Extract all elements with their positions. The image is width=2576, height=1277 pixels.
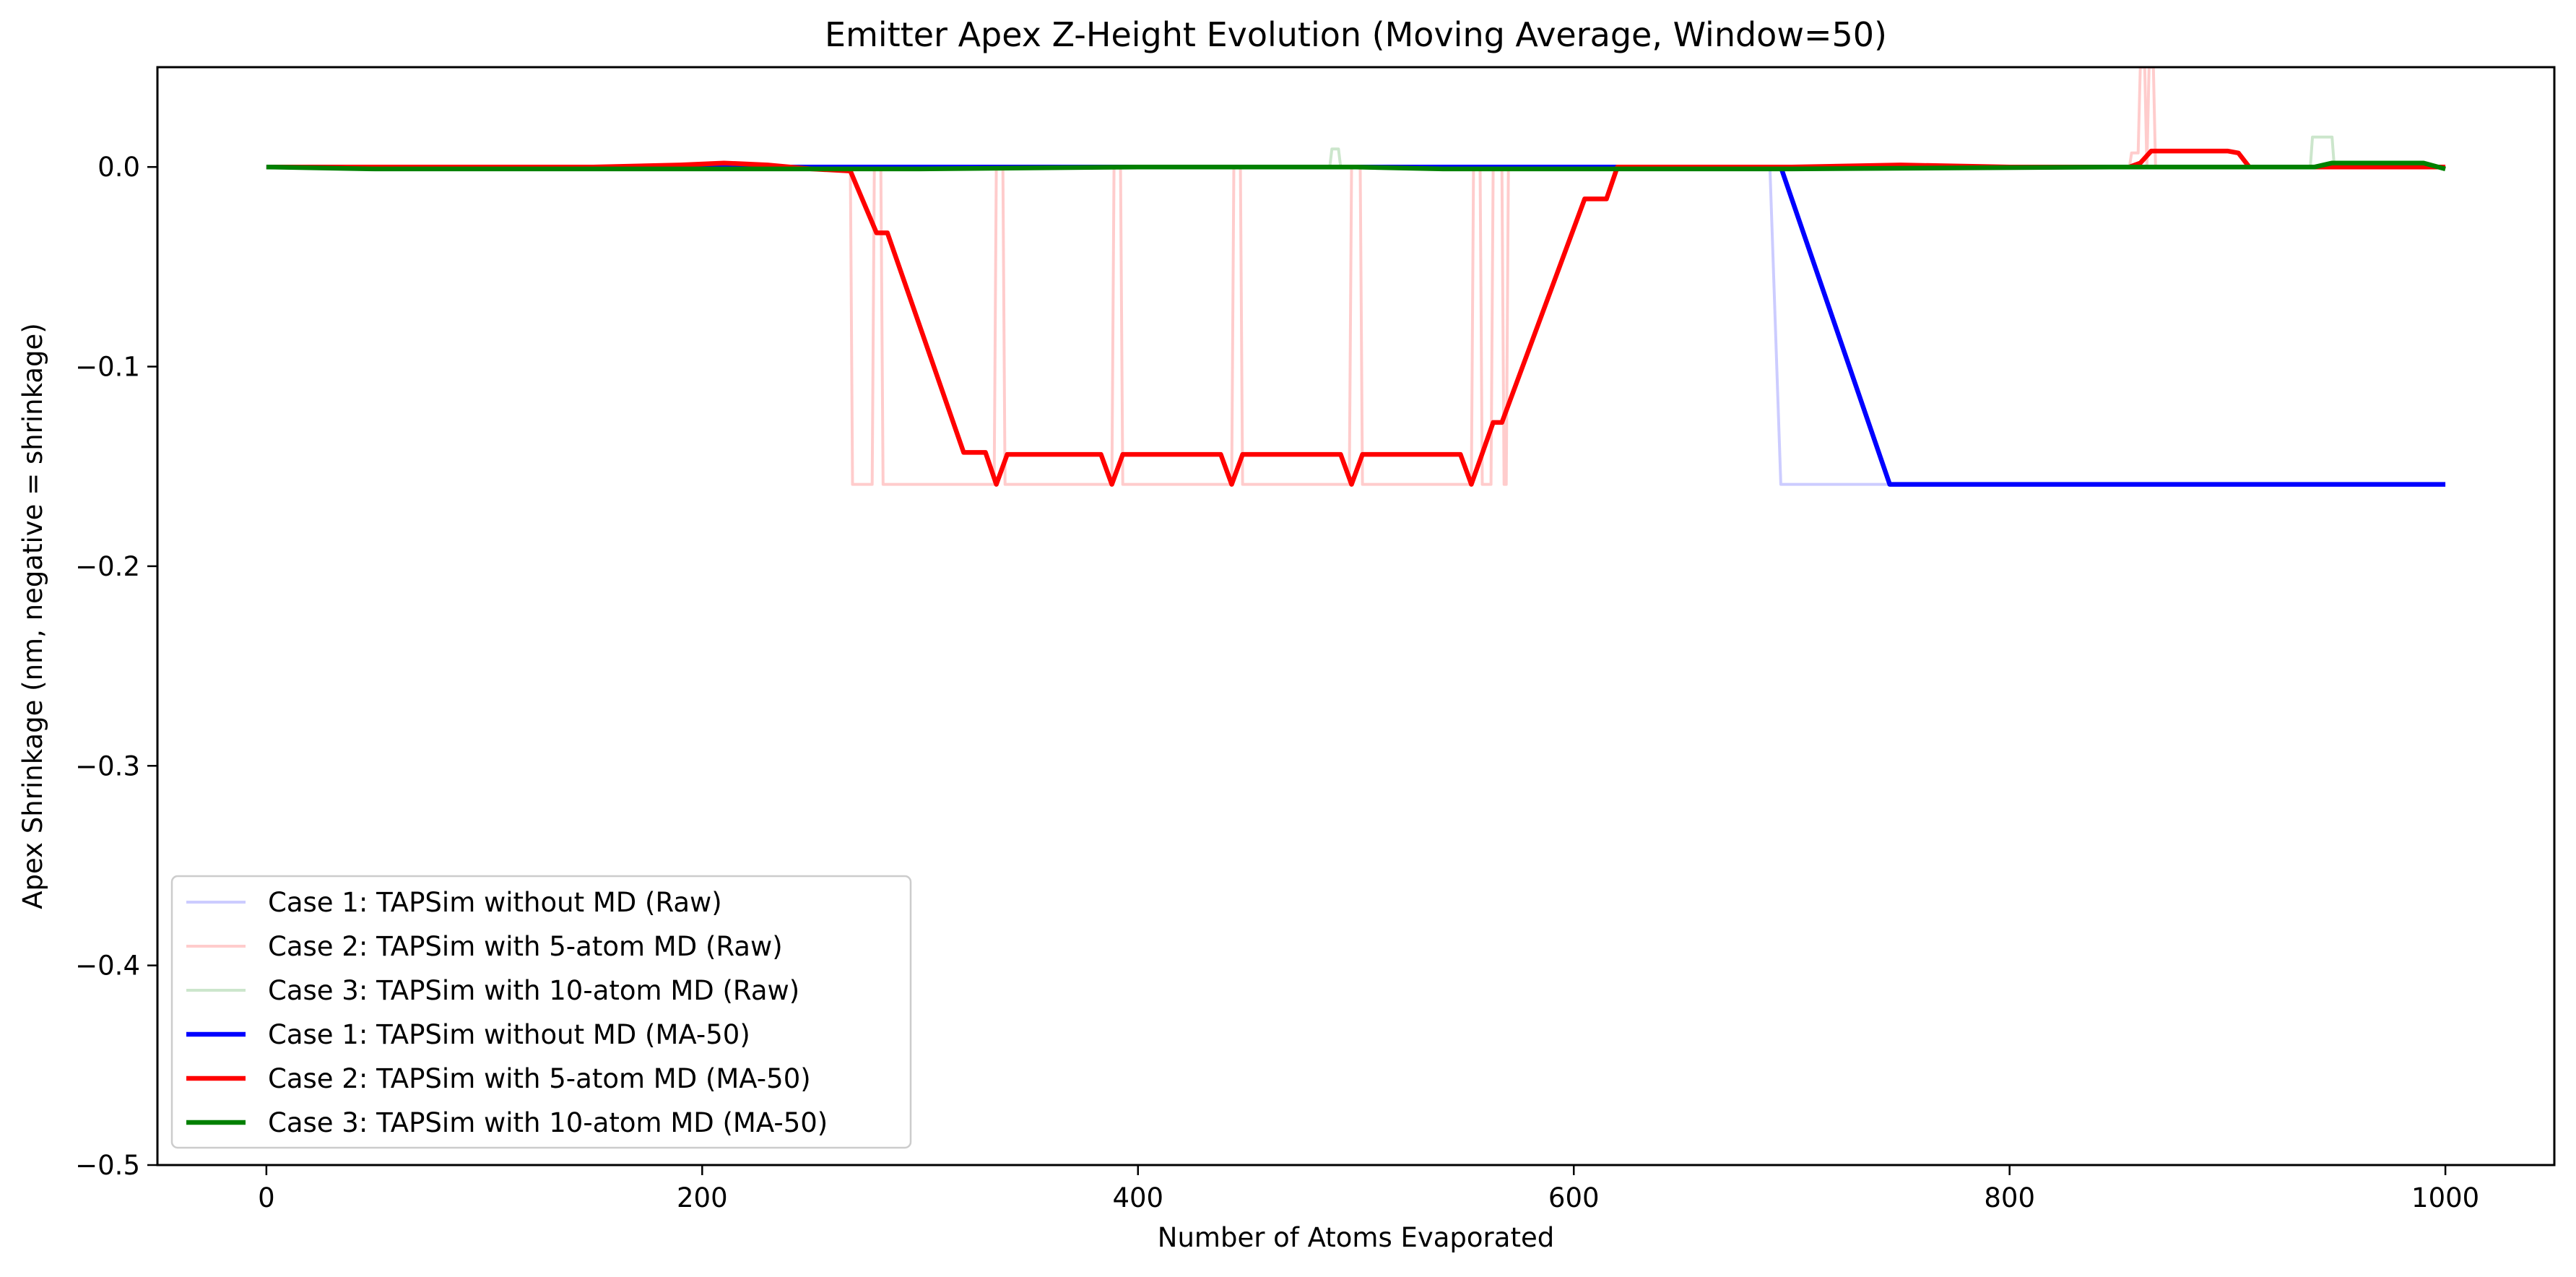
x-tick-label: 1000 — [2411, 1182, 2479, 1213]
legend-box — [170, 875, 912, 1149]
y-tick-label: −0.5 — [75, 1150, 140, 1181]
legend-label-1: Case 1: TAPSim without MD (Raw) — [268, 887, 722, 918]
series-layer — [266, 67, 2446, 487]
y-axis-label: Apex Shrinkage (nm, negative = shrinkage… — [17, 323, 48, 909]
series-line-6 — [266, 160, 2446, 172]
y-tick-label: −0.4 — [75, 951, 140, 982]
legend: Case 1: TAPSim without MD (Raw) Case 2: T… — [170, 875, 912, 1149]
legend-label-3: Case 3: TAPSim with 10-atom MD (Raw) — [268, 975, 799, 1006]
legend-label-4: Case 1: TAPSim without MD (MA-50) — [268, 1019, 750, 1050]
x-tick-label: 600 — [1548, 1182, 1600, 1213]
x-tick-label: 0 — [258, 1182, 275, 1213]
y-tick-label: 0.0 — [97, 152, 140, 183]
legend-label-2: Case 2: TAPSim with 5-atom MD (Raw) — [268, 931, 783, 962]
x-tick-label: 200 — [677, 1182, 728, 1213]
x-tick-label: 800 — [1984, 1182, 2035, 1213]
legend-label-5: Case 2: TAPSim with 5-atom MD (MA-50) — [268, 1063, 811, 1094]
x-tick-label: 400 — [1112, 1182, 1163, 1213]
chart-title: Emitter Apex Z-Height Evolution (Moving … — [825, 15, 1887, 54]
y-tick-label: −0.2 — [75, 551, 140, 582]
y-axis: 0.0 −0.1 −0.2 −0.3 −0.4 −0.5 — [75, 152, 157, 1181]
plot-frame — [156, 66, 2556, 1166]
y-tick-label: −0.3 — [75, 750, 140, 782]
legend-label-6: Case 3: TAPSim with 10-atom MD (MA-50) — [268, 1107, 828, 1138]
y-tick-label: −0.1 — [75, 352, 140, 383]
x-axis-label: Number of Atoms Evaporated — [1158, 1222, 1554, 1253]
x-axis: 0 200 400 600 800 1000 — [258, 1165, 2479, 1213]
